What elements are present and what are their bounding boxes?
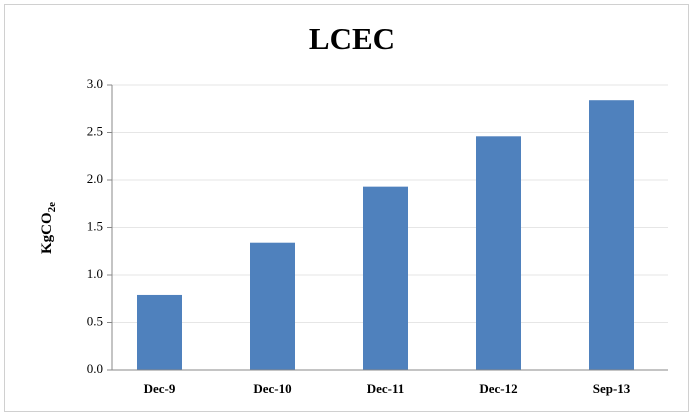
y-tick-label: 0.0 xyxy=(87,361,103,376)
bar xyxy=(476,136,521,370)
y-axis-label-sub: 2e xyxy=(46,202,58,213)
chart-title: LCEC xyxy=(309,21,395,56)
x-tick-label: Dec-12 xyxy=(479,381,517,396)
y-tick-label: 2.5 xyxy=(87,123,103,138)
y-tick-label: 0.5 xyxy=(87,313,103,328)
y-axis-label: KgCO2e xyxy=(39,202,57,254)
x-tick-label: Sep-13 xyxy=(593,381,631,396)
x-tick-label: Dec-10 xyxy=(253,381,291,396)
bar xyxy=(589,100,634,370)
bar xyxy=(250,242,295,370)
y-tick-label: 1.5 xyxy=(87,218,103,233)
y-axis-label-main: KgCO xyxy=(39,212,55,254)
bar xyxy=(363,186,408,370)
y-tick-label: 2.0 xyxy=(87,171,103,186)
bar xyxy=(137,294,182,370)
y-tick-label: 3.0 xyxy=(87,76,103,91)
chart-frame xyxy=(4,4,689,412)
x-tick-label: Dec-9 xyxy=(144,381,176,396)
y-tick-label: 1.0 xyxy=(87,266,103,281)
x-tick-label: Dec-11 xyxy=(367,381,405,396)
